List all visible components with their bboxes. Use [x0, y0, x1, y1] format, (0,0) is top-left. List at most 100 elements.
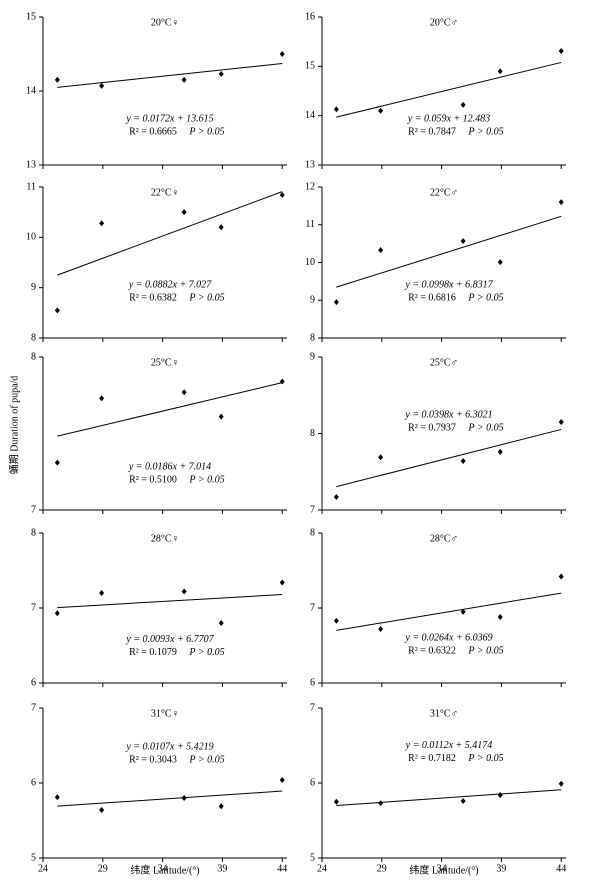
p-label: P > 0.05: [467, 645, 503, 656]
point: [279, 579, 285, 586]
panel-title: 28°C♀: [151, 533, 179, 544]
y-tick-label: 16: [305, 11, 315, 22]
y-tick-label: 9: [310, 295, 315, 306]
y-tick-label: 8: [310, 332, 315, 343]
y-tick-label: 8: [310, 527, 315, 538]
y-tick-label: 8: [31, 527, 36, 538]
panel-title: 20°C♂: [430, 17, 458, 28]
p-label: P > 0.05: [188, 292, 224, 303]
y-tick-label: 7: [310, 702, 315, 713]
point: [99, 220, 105, 227]
point: [218, 620, 224, 626]
y-tick-label: 14: [26, 85, 36, 96]
point: [279, 51, 285, 57]
point: [558, 48, 564, 55]
x-tick-label: 24: [317, 863, 327, 874]
equation: y = 0.0998x + 6.8317: [404, 279, 493, 290]
y-tick-label: 12: [305, 181, 315, 192]
x-tick-label: 34: [437, 863, 447, 874]
y-tick-label: 5: [31, 852, 36, 863]
trendline: [57, 594, 283, 609]
y-tick-label: 9: [31, 282, 36, 293]
equation: y = 0.059x + 12.483: [407, 113, 490, 124]
point: [54, 794, 60, 801]
y-tick-label: 5: [310, 852, 315, 863]
point: [333, 493, 339, 500]
y-tick-label: 7: [310, 602, 315, 613]
point: [54, 307, 60, 314]
point: [181, 209, 187, 216]
point: [333, 106, 339, 113]
point: [333, 617, 339, 624]
x-tick-label: 24: [38, 863, 48, 874]
equation: y = 0.0882x + 7.027: [128, 279, 212, 290]
y-tick-label: 10: [305, 257, 315, 268]
point: [279, 378, 285, 385]
y-tick-label: 8: [31, 351, 36, 362]
equation: y = 0.0398x + 6.3021: [404, 409, 492, 420]
trendline: [57, 191, 283, 276]
x-axis-label: 纬度 Latitude/(°): [409, 863, 478, 876]
point: [218, 803, 224, 810]
trendline: [336, 428, 562, 488]
panel-title: 31°C♀: [151, 708, 179, 719]
p-label: P > 0.05: [467, 422, 503, 433]
x-tick-label: 39: [496, 863, 506, 874]
y-tick-label: 7: [31, 504, 36, 515]
equation: y = 0.0112x + 5.4174: [405, 740, 493, 751]
y-tick-label: 6: [31, 677, 36, 688]
point: [333, 299, 339, 306]
point: [279, 192, 285, 199]
point: [460, 101, 466, 108]
y-tick-label: 8: [31, 332, 36, 343]
y-tick-label: 13: [305, 159, 315, 170]
y-tick-label: 6: [31, 777, 36, 788]
point: [99, 590, 105, 596]
point: [558, 419, 564, 426]
panel-title: 22°C♂: [430, 187, 458, 198]
point: [181, 389, 187, 396]
r2-label: R² = 0.7847: [408, 126, 456, 137]
p-label: P > 0.05: [467, 292, 503, 303]
x-tick-label: 29: [377, 863, 387, 874]
point: [99, 82, 105, 89]
panel-title: 28°C♂: [430, 533, 458, 544]
point: [54, 610, 60, 617]
point: [218, 224, 224, 231]
point: [497, 792, 503, 798]
trendline: [336, 61, 562, 118]
point: [181, 588, 187, 595]
equation: y = 0.0093x + 6.7707: [125, 634, 214, 645]
y-tick-label: 7: [31, 602, 36, 613]
y-tick-label: 9: [310, 351, 315, 362]
point: [54, 459, 60, 466]
p-label: P > 0.05: [188, 754, 224, 765]
equation: y = 0.0186x + 7.014: [128, 461, 211, 472]
panel-title: 25°C♀: [151, 357, 179, 368]
trendline: [336, 592, 562, 631]
y-tick-label: 11: [305, 219, 315, 230]
p-label: P > 0.05: [188, 474, 224, 485]
point: [181, 76, 187, 83]
r2-label: R² = 0.7937: [408, 422, 456, 433]
x-tick-label: 39: [217, 863, 227, 874]
point: [497, 259, 503, 266]
y-tick-label: 7: [310, 504, 315, 515]
point: [218, 413, 224, 420]
x-tick-label: 34: [158, 863, 168, 874]
point: [378, 247, 384, 254]
y-tick-label: 14: [305, 110, 315, 121]
y-axis-label: 蛹期 Duration of pupa/d: [8, 376, 20, 475]
r2-label: R² = 0.1079: [129, 647, 177, 658]
point: [460, 237, 466, 244]
equation: y = 0.0107x + 5.4219: [125, 741, 213, 752]
panel-title: 20°C♀: [151, 17, 179, 28]
point: [558, 573, 564, 580]
r2-label: R² = 0.3043: [129, 754, 177, 765]
x-tick-label: 44: [277, 863, 287, 874]
r2-label: R² = 0.6665: [129, 126, 177, 137]
point: [460, 458, 466, 465]
trendline: [57, 382, 283, 437]
